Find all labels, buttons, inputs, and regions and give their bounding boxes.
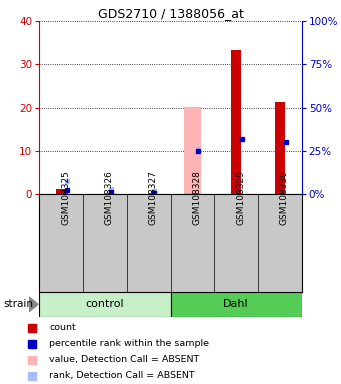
Title: GDS2710 / 1388056_at: GDS2710 / 1388056_at — [98, 7, 243, 20]
Text: count: count — [49, 323, 76, 332]
Bar — [184, 107, 201, 194]
Bar — [56, 189, 66, 194]
Text: strain: strain — [3, 299, 33, 310]
Text: GSM108326: GSM108326 — [105, 170, 114, 225]
Text: percentile rank within the sample: percentile rank within the sample — [49, 339, 209, 348]
Text: GSM108327: GSM108327 — [149, 170, 158, 225]
Text: GSM108329: GSM108329 — [236, 170, 245, 225]
Bar — [170, 292, 302, 317]
Text: GSM108330: GSM108330 — [280, 170, 289, 225]
Text: control: control — [86, 299, 124, 310]
Bar — [39, 292, 170, 317]
Text: rank, Detection Call = ABSENT: rank, Detection Call = ABSENT — [49, 371, 195, 381]
Bar — [275, 102, 285, 194]
Text: GSM108328: GSM108328 — [192, 170, 202, 225]
Text: GSM108325: GSM108325 — [61, 170, 70, 225]
Text: value, Detection Call = ABSENT: value, Detection Call = ABSENT — [49, 355, 200, 364]
Text: Dahl: Dahl — [223, 299, 249, 310]
Bar — [231, 50, 241, 194]
Polygon shape — [29, 297, 38, 312]
